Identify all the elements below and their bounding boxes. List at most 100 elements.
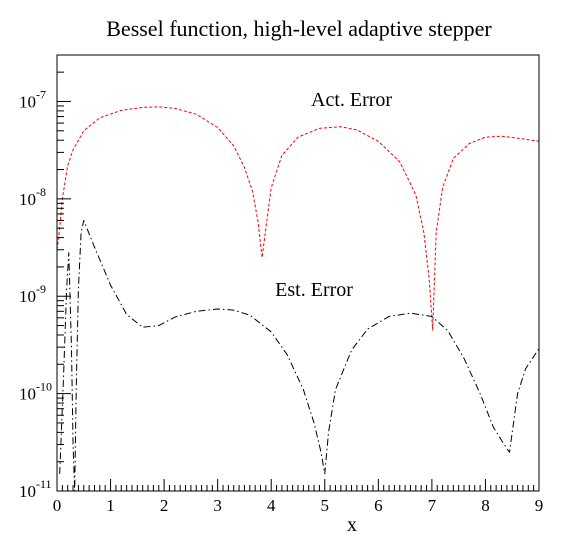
- series-point: [72, 149, 73, 150]
- x-tick-label: 3: [213, 496, 222, 515]
- series-point: [252, 191, 253, 192]
- series-point: [442, 187, 443, 188]
- series-point: [328, 432, 329, 433]
- y-tick-label-exponent: -10: [36, 380, 52, 394]
- series-line: [56, 106, 540, 331]
- series-point: [319, 128, 320, 129]
- series-point: [94, 246, 95, 247]
- series-point: [59, 473, 60, 474]
- x-tick-label: 2: [160, 496, 169, 515]
- x-tick-label: 4: [267, 496, 276, 515]
- series-point: [512, 432, 513, 433]
- series-point: [469, 143, 470, 144]
- series-point: [99, 117, 100, 118]
- series-point: [463, 358, 464, 359]
- series-point: [525, 368, 526, 369]
- series-point: [158, 325, 159, 326]
- series-annotation: Act. Error: [311, 89, 392, 111]
- series-point: [504, 444, 505, 445]
- series-point: [196, 114, 197, 115]
- series-point: [121, 110, 122, 111]
- series-point: [217, 308, 218, 309]
- series-point: [432, 329, 433, 330]
- x-tick-label: 5: [321, 496, 330, 515]
- y-tick-label-exponent: -9: [36, 282, 46, 296]
- series-point: [410, 313, 411, 314]
- series-point: [447, 330, 448, 331]
- series-point: [351, 349, 352, 350]
- series-point: [233, 310, 234, 311]
- series-point: [66, 288, 67, 289]
- series-point: [287, 354, 288, 355]
- series-point: [429, 278, 430, 279]
- series-point: [367, 328, 368, 329]
- y-tick-label-exponent: -8: [36, 185, 46, 199]
- series-point: [509, 452, 510, 453]
- series-point: [126, 314, 127, 315]
- series-point: [262, 257, 263, 258]
- series-point: [436, 232, 437, 233]
- x-tick-label: 7: [428, 496, 437, 515]
- series-point: [431, 316, 432, 317]
- y-tick-label-exponent: -7: [36, 87, 46, 101]
- series-point: [453, 158, 454, 159]
- series-point: [271, 187, 272, 188]
- series-point: [71, 347, 72, 348]
- series-point: [297, 137, 298, 138]
- series-point: [217, 127, 218, 128]
- series-point: [83, 130, 84, 131]
- series-point: [493, 427, 494, 428]
- series-point: [423, 232, 424, 233]
- series-point: [196, 311, 197, 312]
- y-tick-label-exponent: -11: [36, 477, 52, 491]
- series-point: [335, 389, 336, 390]
- y-tick-label-base: 10: [19, 385, 36, 404]
- y-tick-label-base: 10: [19, 287, 36, 306]
- series-point: [142, 107, 143, 108]
- series-point: [257, 220, 258, 221]
- series-point: [479, 393, 480, 394]
- series-point: [81, 232, 82, 233]
- series-point: [340, 126, 341, 127]
- plot-frame: [56, 54, 540, 492]
- series-point: [378, 141, 379, 142]
- series-point: [501, 136, 502, 137]
- series-point: [388, 316, 389, 317]
- y-tick-label-base: 10: [19, 482, 36, 501]
- x-tick-label: 9: [535, 496, 544, 515]
- series-point: [110, 285, 111, 286]
- series-point: [303, 389, 304, 390]
- series-point: [76, 385, 77, 386]
- series-point: [142, 327, 143, 328]
- series-line: [59, 219, 540, 492]
- series-point: [399, 161, 400, 162]
- series-point: [249, 315, 250, 316]
- series-point: [78, 288, 79, 289]
- x-tick-label: 8: [481, 496, 490, 515]
- series-1: [56, 106, 540, 331]
- chart-title: Bessel function, high-level adaptive ste…: [106, 16, 492, 41]
- series-point: [83, 220, 84, 221]
- series-point: [517, 393, 518, 394]
- series-point: [271, 331, 272, 332]
- series-point: [244, 167, 245, 168]
- series-2: [59, 219, 540, 492]
- series-point: [281, 155, 282, 156]
- x-axis-label: x: [347, 514, 357, 536]
- series-point: [320, 452, 321, 453]
- series-annotation: Est. Error: [275, 279, 353, 301]
- series-point: [233, 145, 234, 146]
- series-point: [72, 444, 73, 445]
- series-point: [313, 422, 314, 423]
- annotation-layer: Act. Error Est. Error: [275, 89, 392, 301]
- series-point: [356, 129, 357, 130]
- series-point: [415, 194, 416, 195]
- series-point: [485, 137, 486, 138]
- series-layer: [56, 106, 540, 492]
- series-point: [174, 317, 175, 318]
- series-point: [174, 108, 175, 109]
- y-tick-label-base: 10: [19, 92, 36, 111]
